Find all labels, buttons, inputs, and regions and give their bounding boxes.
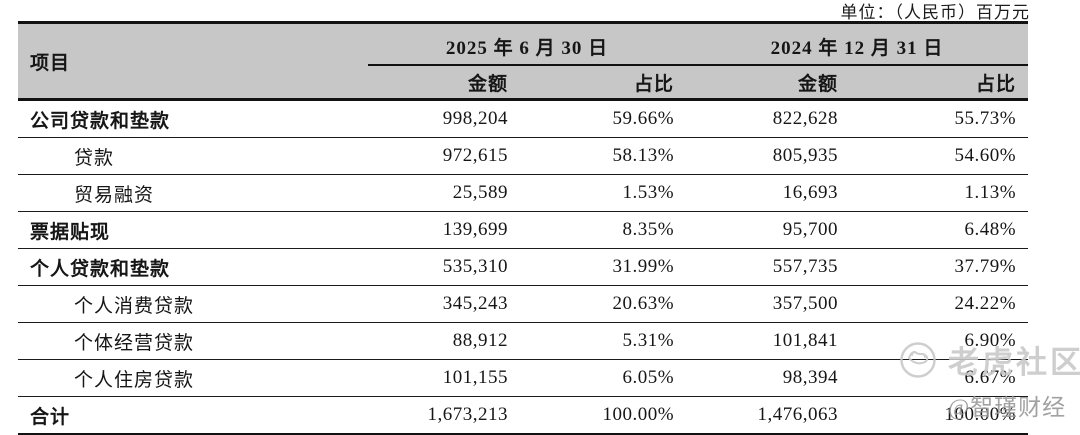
row-value: 345,243 <box>368 285 520 323</box>
row-value: 101,841 <box>686 322 851 360</box>
column-header-ratio-2025: 占比 <box>520 65 687 101</box>
header-group-row: 项目 2025 年 6 月 30 日 2024 年 12 月 31 日 <box>18 22 1029 101</box>
row-value: 20.63% <box>520 285 687 323</box>
row-value: 6.48% <box>850 211 1029 249</box>
table-row: 贸易融资 25,589 1.53% 16,693 1.13% <box>18 174 1029 212</box>
row-label: 个体经营贷款 <box>18 322 368 360</box>
unit-label: 单位：（人民币）百万元 <box>840 3 1030 22</box>
column-header-item: 项目 <box>18 22 368 101</box>
table-row: 个体经营贷款 88,912 5.31% 101,841 6.90% <box>18 322 1029 360</box>
header-sub-row: 金额 占比 金额 占比 <box>18 65 1029 101</box>
row-value: 1,673,213 <box>368 396 520 435</box>
row-label: 个人消费贷款 <box>18 285 368 323</box>
row-value: 59.66% <box>520 99 687 138</box>
column-header-ratio-2024: 占比 <box>850 65 1029 101</box>
row-value: 37.79% <box>850 248 1029 286</box>
row-value: 998,204 <box>368 99 520 138</box>
row-value: 535,310 <box>368 248 520 286</box>
row-label: 贸易融资 <box>18 174 368 212</box>
row-label: 个人贷款和垫款 <box>18 248 368 286</box>
row-value: 100.00% <box>850 396 1029 435</box>
row-value: 557,735 <box>686 248 851 286</box>
row-value: 98,394 <box>686 359 851 397</box>
table-row: 个人贷款和垫款 535,310 31.99% 557,735 37.79% <box>18 248 1029 286</box>
table-row: 合计 1,673,213 100.00% 1,476,063 100.00% <box>18 396 1029 435</box>
row-value: 357,500 <box>686 285 851 323</box>
row-value: 88,912 <box>368 322 520 360</box>
row-label: 贷款 <box>18 137 368 175</box>
table-header: 项目 2025 年 6 月 30 日 2024 年 12 月 31 日 金额 占… <box>18 22 1029 101</box>
row-value: 139,699 <box>368 211 520 249</box>
row-value: 101,155 <box>368 359 520 397</box>
row-value: 58.13% <box>520 137 687 175</box>
table-row: 票据贴现 139,699 8.35% 95,700 6.48% <box>18 211 1029 249</box>
row-value: 16,693 <box>686 174 851 212</box>
table-body: 公司贷款和垫款 998,204 59.66% 822,628 55.73% 贷款 972,6… <box>18 99 1029 435</box>
row-value: 25,589 <box>368 174 520 212</box>
row-value: 6.90% <box>850 322 1029 360</box>
row-value: 95,700 <box>686 211 851 249</box>
row-value: 24.22% <box>850 285 1029 323</box>
column-header-amount-2024: 金额 <box>686 65 851 101</box>
table-row: 贷款 972,615 58.13% 805,935 54.60% <box>18 137 1029 175</box>
row-value: 6.05% <box>520 359 687 397</box>
row-value: 55.73% <box>850 99 1029 138</box>
row-value: 100.00% <box>520 396 687 435</box>
row-label: 合计 <box>18 396 368 435</box>
row-value: 6.67% <box>850 359 1029 397</box>
row-value: 1.53% <box>520 174 687 212</box>
row-value: 972,615 <box>368 137 520 175</box>
row-label: 票据贴现 <box>18 211 368 249</box>
table-row: 公司贷款和垫款 998,204 59.66% 822,628 55.73% <box>18 99 1029 138</box>
table-row: 个人消费贷款 345,243 20.63% 357,500 24.22% <box>18 285 1029 323</box>
row-value: 1,476,063 <box>686 396 851 435</box>
row-value: 805,935 <box>686 137 851 175</box>
row-value: 5.31% <box>520 322 687 360</box>
row-label: 公司贷款和垫款 <box>18 99 368 138</box>
row-value: 822,628 <box>686 99 851 138</box>
row-value: 1.13% <box>850 174 1029 212</box>
loans-breakdown-table: 项目 2025 年 6 月 30 日 2024 年 12 月 31 日 金额 占… <box>18 21 1029 435</box>
row-value: 8.35% <box>520 211 687 249</box>
row-value: 31.99% <box>520 248 687 286</box>
column-group-2024-12-31: 2024 年 12 月 31 日 <box>686 22 1029 66</box>
column-header-amount-2025: 金额 <box>368 65 520 101</box>
column-group-2025-06-30: 2025 年 6 月 30 日 <box>368 22 687 66</box>
row-label: 个人住房贷款 <box>18 359 368 397</box>
table-row: 个人住房贷款 101,155 6.05% 98,394 6.67% <box>18 359 1029 397</box>
row-value: 54.60% <box>850 137 1029 175</box>
